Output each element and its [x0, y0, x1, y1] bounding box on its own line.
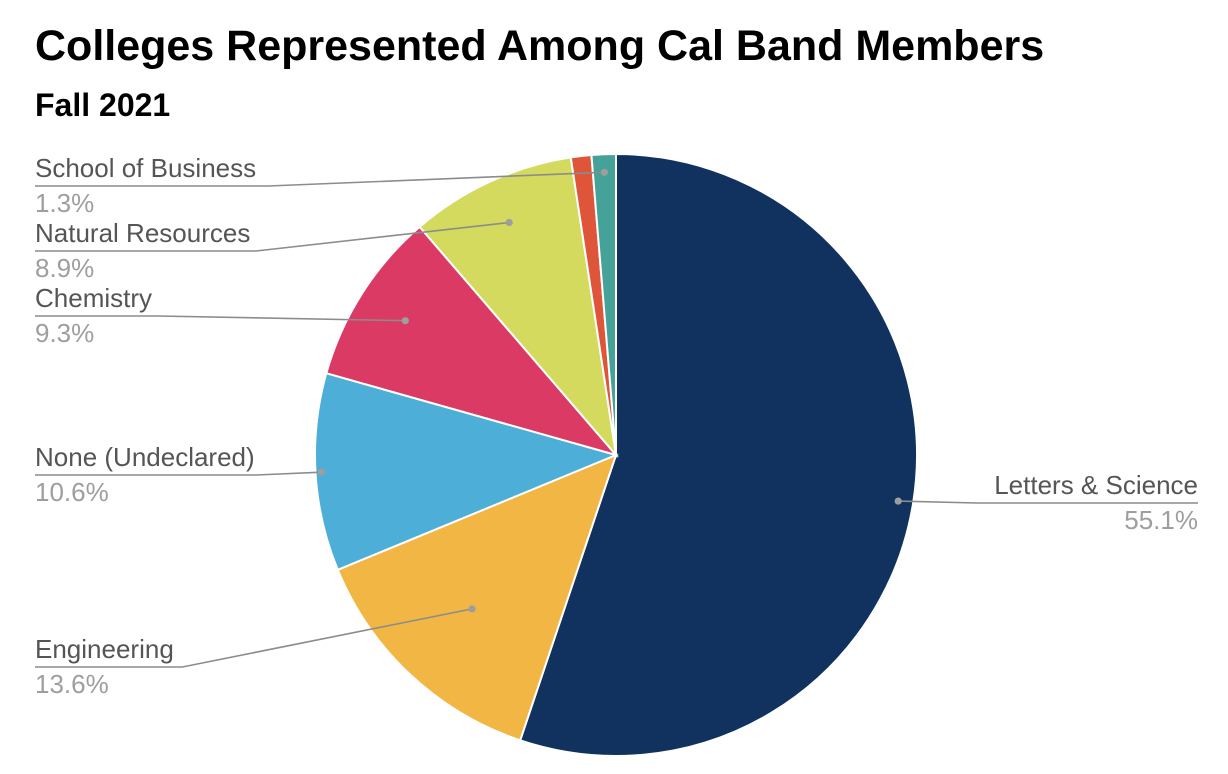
leader-dot-natural-resources — [505, 218, 513, 227]
chart-title: Colleges Represented Among Cal Band Memb… — [35, 22, 1045, 70]
leader-line-natural-resources — [35, 221, 510, 252]
leader-dot-engineering — [468, 605, 476, 613]
slice-value-chemistry: 9.3% — [35, 318, 94, 348]
leader-line-letters-and-science — [898, 500, 1198, 504]
slice-label-chemistry: Chemistry — [35, 283, 152, 313]
slice-label-school-of-business: School of Business — [35, 153, 256, 183]
leader-line-chemistry — [35, 315, 406, 322]
pie-slice-engineering — [336, 453, 618, 742]
slice-value-none-undeclared: 10.6% — [35, 477, 109, 507]
slice-label-none-undeclared: None (Undeclared) — [35, 442, 255, 472]
slice-label-natural-resources: Natural Resources — [35, 218, 250, 248]
pie-slice-natural-resources — [418, 156, 618, 459]
pie-slice-chemistry — [325, 225, 619, 457]
pie-slice-school-of-business — [590, 152, 617, 456]
chart-subtitle: Fall 2021 — [35, 87, 171, 123]
leader-line-none-undeclared — [35, 471, 322, 476]
slice-value-letters-and-science: 55.1% — [1124, 505, 1198, 535]
slice-value-natural-resources: 8.9% — [35, 253, 94, 283]
leader-dot-letters-and-science — [894, 497, 902, 505]
leader-dot-none-undeclared — [317, 468, 326, 476]
leader-line-engineering — [35, 608, 473, 668]
slice-value-school-of-business: 1.3% — [35, 188, 94, 218]
leader-dot-chemistry — [401, 317, 409, 325]
slice-label-letters-and-science: Letters & Science — [994, 470, 1198, 500]
pie-slice-letters-and-science — [518, 152, 918, 757]
slice-label-engineering: Engineering — [35, 634, 174, 664]
leader-dot-school-of-business — [600, 168, 609, 176]
slice-value-engineering: 13.6% — [35, 669, 109, 699]
leader-line-school-of-business — [35, 171, 605, 187]
